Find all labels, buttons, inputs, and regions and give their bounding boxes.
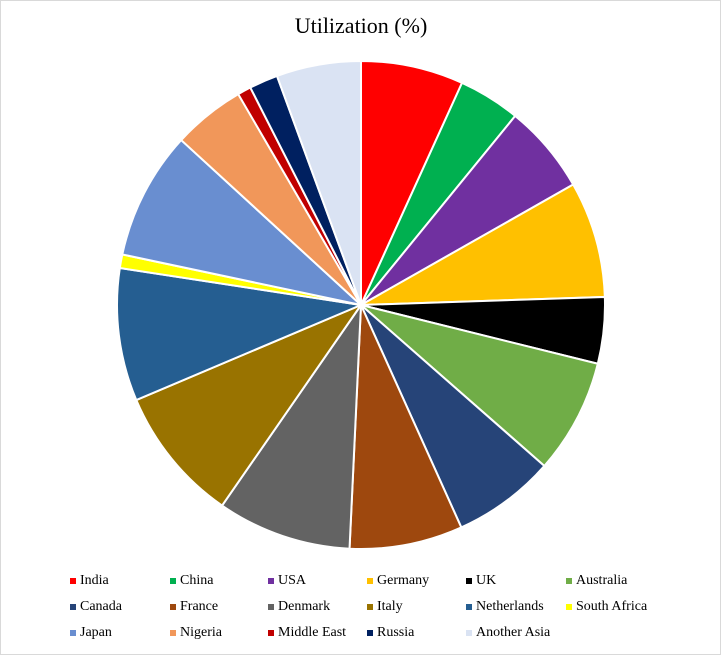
legend-label: Italy [377,599,403,614]
legend-label: Denmark [278,599,330,614]
legend-marker [70,578,76,584]
pie-slice [360,304,600,468]
legend-marker [170,604,176,610]
legend-marker [70,630,76,636]
legend-label: Middle East [278,625,346,640]
legend-label: Another Asia [476,625,551,640]
legend-marker [268,630,274,636]
legend-label: India [80,573,110,588]
legend-label: Australia [576,573,628,588]
legend-label: Russia [377,625,415,640]
legend-marker [466,630,472,636]
legend-marker [268,578,274,584]
pie-slice [360,59,464,306]
chart-title: Utilization (%) [295,13,428,38]
legend-label: Netherlands [476,599,544,614]
legend-marker [170,578,176,584]
pie-slice [116,266,365,402]
legend-label: UK [476,573,496,588]
legend-marker [466,604,472,610]
legend-marker [70,604,76,610]
legend-label: France [180,599,218,614]
legend-label: Japan [80,625,112,640]
legend-label: USA [278,573,307,588]
legend-marker [170,630,176,636]
legend-marker [268,604,274,610]
legend-marker [367,604,373,610]
legend-label: South Africa [576,599,648,614]
legend-label: China [180,573,214,588]
pie-slice [275,59,362,306]
legend-label: Germany [377,573,429,588]
legend-label: Nigeria [180,625,223,640]
pie-slice [360,183,606,306]
pie-slice [121,138,365,307]
legend-marker [367,630,373,636]
pie-slice [134,302,364,507]
legend-marker [466,578,472,584]
legend-marker [566,578,572,584]
legend-marker [566,604,572,610]
pie-slice [220,301,363,550]
legend-label: Canada [80,599,123,614]
pie-slice [360,304,546,529]
legend-marker [367,578,373,584]
pie-slice [348,304,463,550]
